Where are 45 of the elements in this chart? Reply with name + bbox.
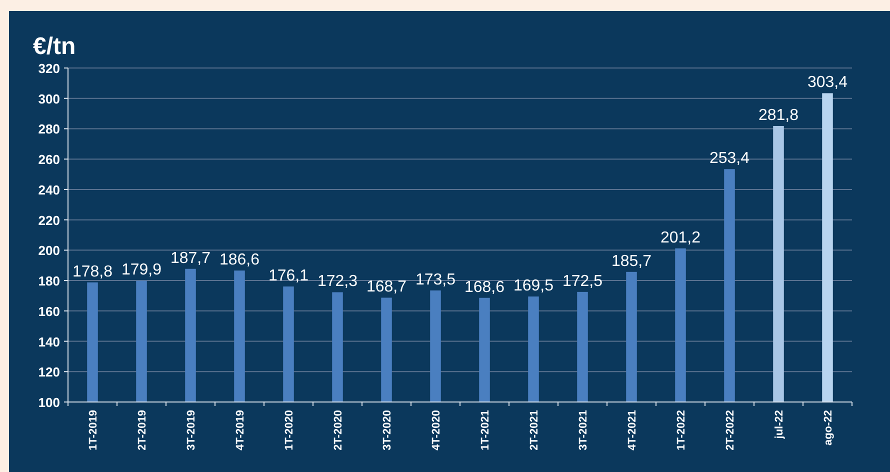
x-tick-label: 1T-2022 bbox=[676, 410, 688, 450]
x-tick-label: 2T-2019 bbox=[136, 410, 148, 450]
data-label: 179,9 bbox=[121, 262, 162, 279]
y-tick-label: 320 bbox=[38, 61, 60, 76]
y-tick-label: 160 bbox=[38, 304, 60, 319]
data-label: 168,7 bbox=[366, 278, 407, 296]
y-tick-label: 100 bbox=[38, 395, 60, 410]
y-tick-label: 260 bbox=[38, 152, 60, 168]
data-label: 176,1 bbox=[268, 267, 309, 284]
y-tick-label: 120 bbox=[38, 364, 60, 380]
x-tick-label: ago-22 bbox=[822, 410, 834, 446]
x-tick-label: 2T-2021 bbox=[528, 410, 540, 450]
x-tick-label: 2T-2020 bbox=[332, 410, 344, 450]
x-tick-label: 1T-2020 bbox=[284, 410, 296, 450]
data-label: 169,5 bbox=[513, 277, 554, 294]
y-tick-label: 180 bbox=[38, 274, 60, 289]
y-tick-label: 280 bbox=[38, 122, 60, 137]
y-tick-label: 300 bbox=[38, 91, 60, 106]
data-label: 281,8 bbox=[758, 106, 799, 124]
data-label: 172,5 bbox=[562, 272, 603, 290]
y-tick-label: 240 bbox=[38, 182, 60, 198]
data-label: 186,6 bbox=[219, 252, 260, 269]
x-tick-label: 4T-2021 bbox=[626, 410, 638, 450]
data-label: 201,2 bbox=[660, 229, 701, 246]
data-label: 168,6 bbox=[464, 278, 505, 296]
data-label: 185,7 bbox=[611, 252, 652, 270]
x-tick-label: 3T-2020 bbox=[382, 410, 394, 450]
x-tick-label: 1T-2019 bbox=[88, 410, 100, 450]
x-tick-label: 4T-2019 bbox=[234, 410, 246, 450]
data-label: 303,4 bbox=[807, 74, 848, 92]
x-tick-label: 4T-2020 bbox=[430, 410, 442, 450]
data-label: 173,5 bbox=[415, 271, 456, 288]
data-label: 253,4 bbox=[709, 150, 750, 168]
x-tick-label: 3T-2021 bbox=[578, 410, 590, 450]
data-label: 172,3 bbox=[317, 273, 358, 290]
y-tick-label: 220 bbox=[38, 212, 60, 228]
x-tick-label: 3T-2019 bbox=[186, 410, 198, 450]
y-tick-label: 200 bbox=[38, 243, 60, 258]
x-tick-label: jul-22 bbox=[774, 410, 786, 440]
y-axis-title: €/tn bbox=[33, 33, 76, 60]
data-label: 187,7 bbox=[170, 250, 211, 267]
data-label: 178,8 bbox=[72, 263, 113, 280]
x-tick-label: 2T-2022 bbox=[724, 410, 736, 450]
y-tick-label: 140 bbox=[38, 334, 60, 350]
x-tick-label: 1T-2021 bbox=[480, 410, 492, 450]
